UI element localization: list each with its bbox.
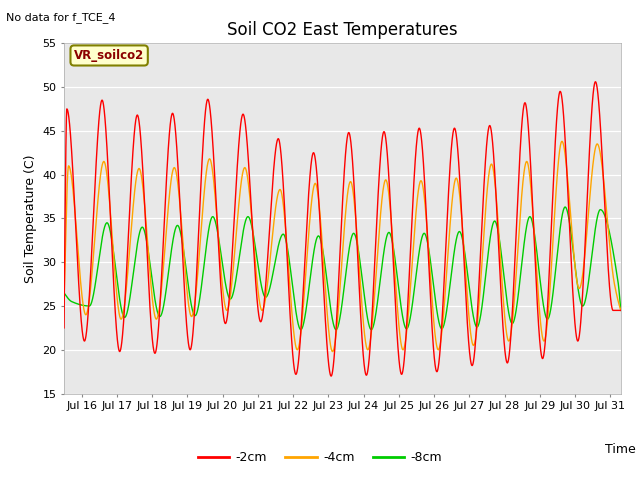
Y-axis label: Soil Temperature (C): Soil Temperature (C) (24, 154, 36, 283)
-4cm (503, 331, 511, 336)
-4cm (558, 138, 566, 144)
-8cm (414, 259, 422, 264)
-2cm (262, 284, 269, 289)
-2cm (473, 320, 481, 325)
-2cm (327, 373, 335, 379)
-2cm (414, 130, 422, 135)
Line: -4cm: -4cm (64, 141, 621, 351)
-2cm (88, 243, 96, 249)
Text: No data for f_TCE_4: No data for f_TCE_4 (6, 12, 116, 23)
-8cm (561, 204, 569, 210)
-2cm (60, 325, 68, 331)
-8cm (297, 327, 305, 333)
-2cm (617, 308, 625, 313)
-8cm (390, 246, 397, 252)
-4cm (414, 192, 422, 197)
-8cm (473, 324, 481, 330)
-4cm (617, 308, 625, 313)
Legend: -2cm, -4cm, -8cm: -2cm, -4cm, -8cm (193, 446, 447, 469)
Title: Soil CO2 East Temperatures: Soil CO2 East Temperatures (227, 21, 458, 39)
-2cm (503, 359, 511, 364)
X-axis label: Time: Time (605, 443, 636, 456)
-4cm (473, 326, 481, 332)
-8cm (503, 296, 511, 301)
-8cm (60, 290, 68, 296)
-2cm (390, 265, 397, 271)
-4cm (60, 299, 68, 304)
-4cm (88, 271, 96, 276)
-8cm (88, 298, 96, 304)
-8cm (262, 294, 269, 300)
Text: VR_soilco2: VR_soilco2 (74, 49, 144, 62)
-2cm (591, 79, 599, 84)
Line: -2cm: -2cm (64, 82, 621, 376)
-4cm (262, 295, 269, 301)
-4cm (390, 250, 397, 255)
Line: -8cm: -8cm (64, 207, 621, 330)
-8cm (617, 308, 625, 313)
-4cm (329, 348, 337, 354)
